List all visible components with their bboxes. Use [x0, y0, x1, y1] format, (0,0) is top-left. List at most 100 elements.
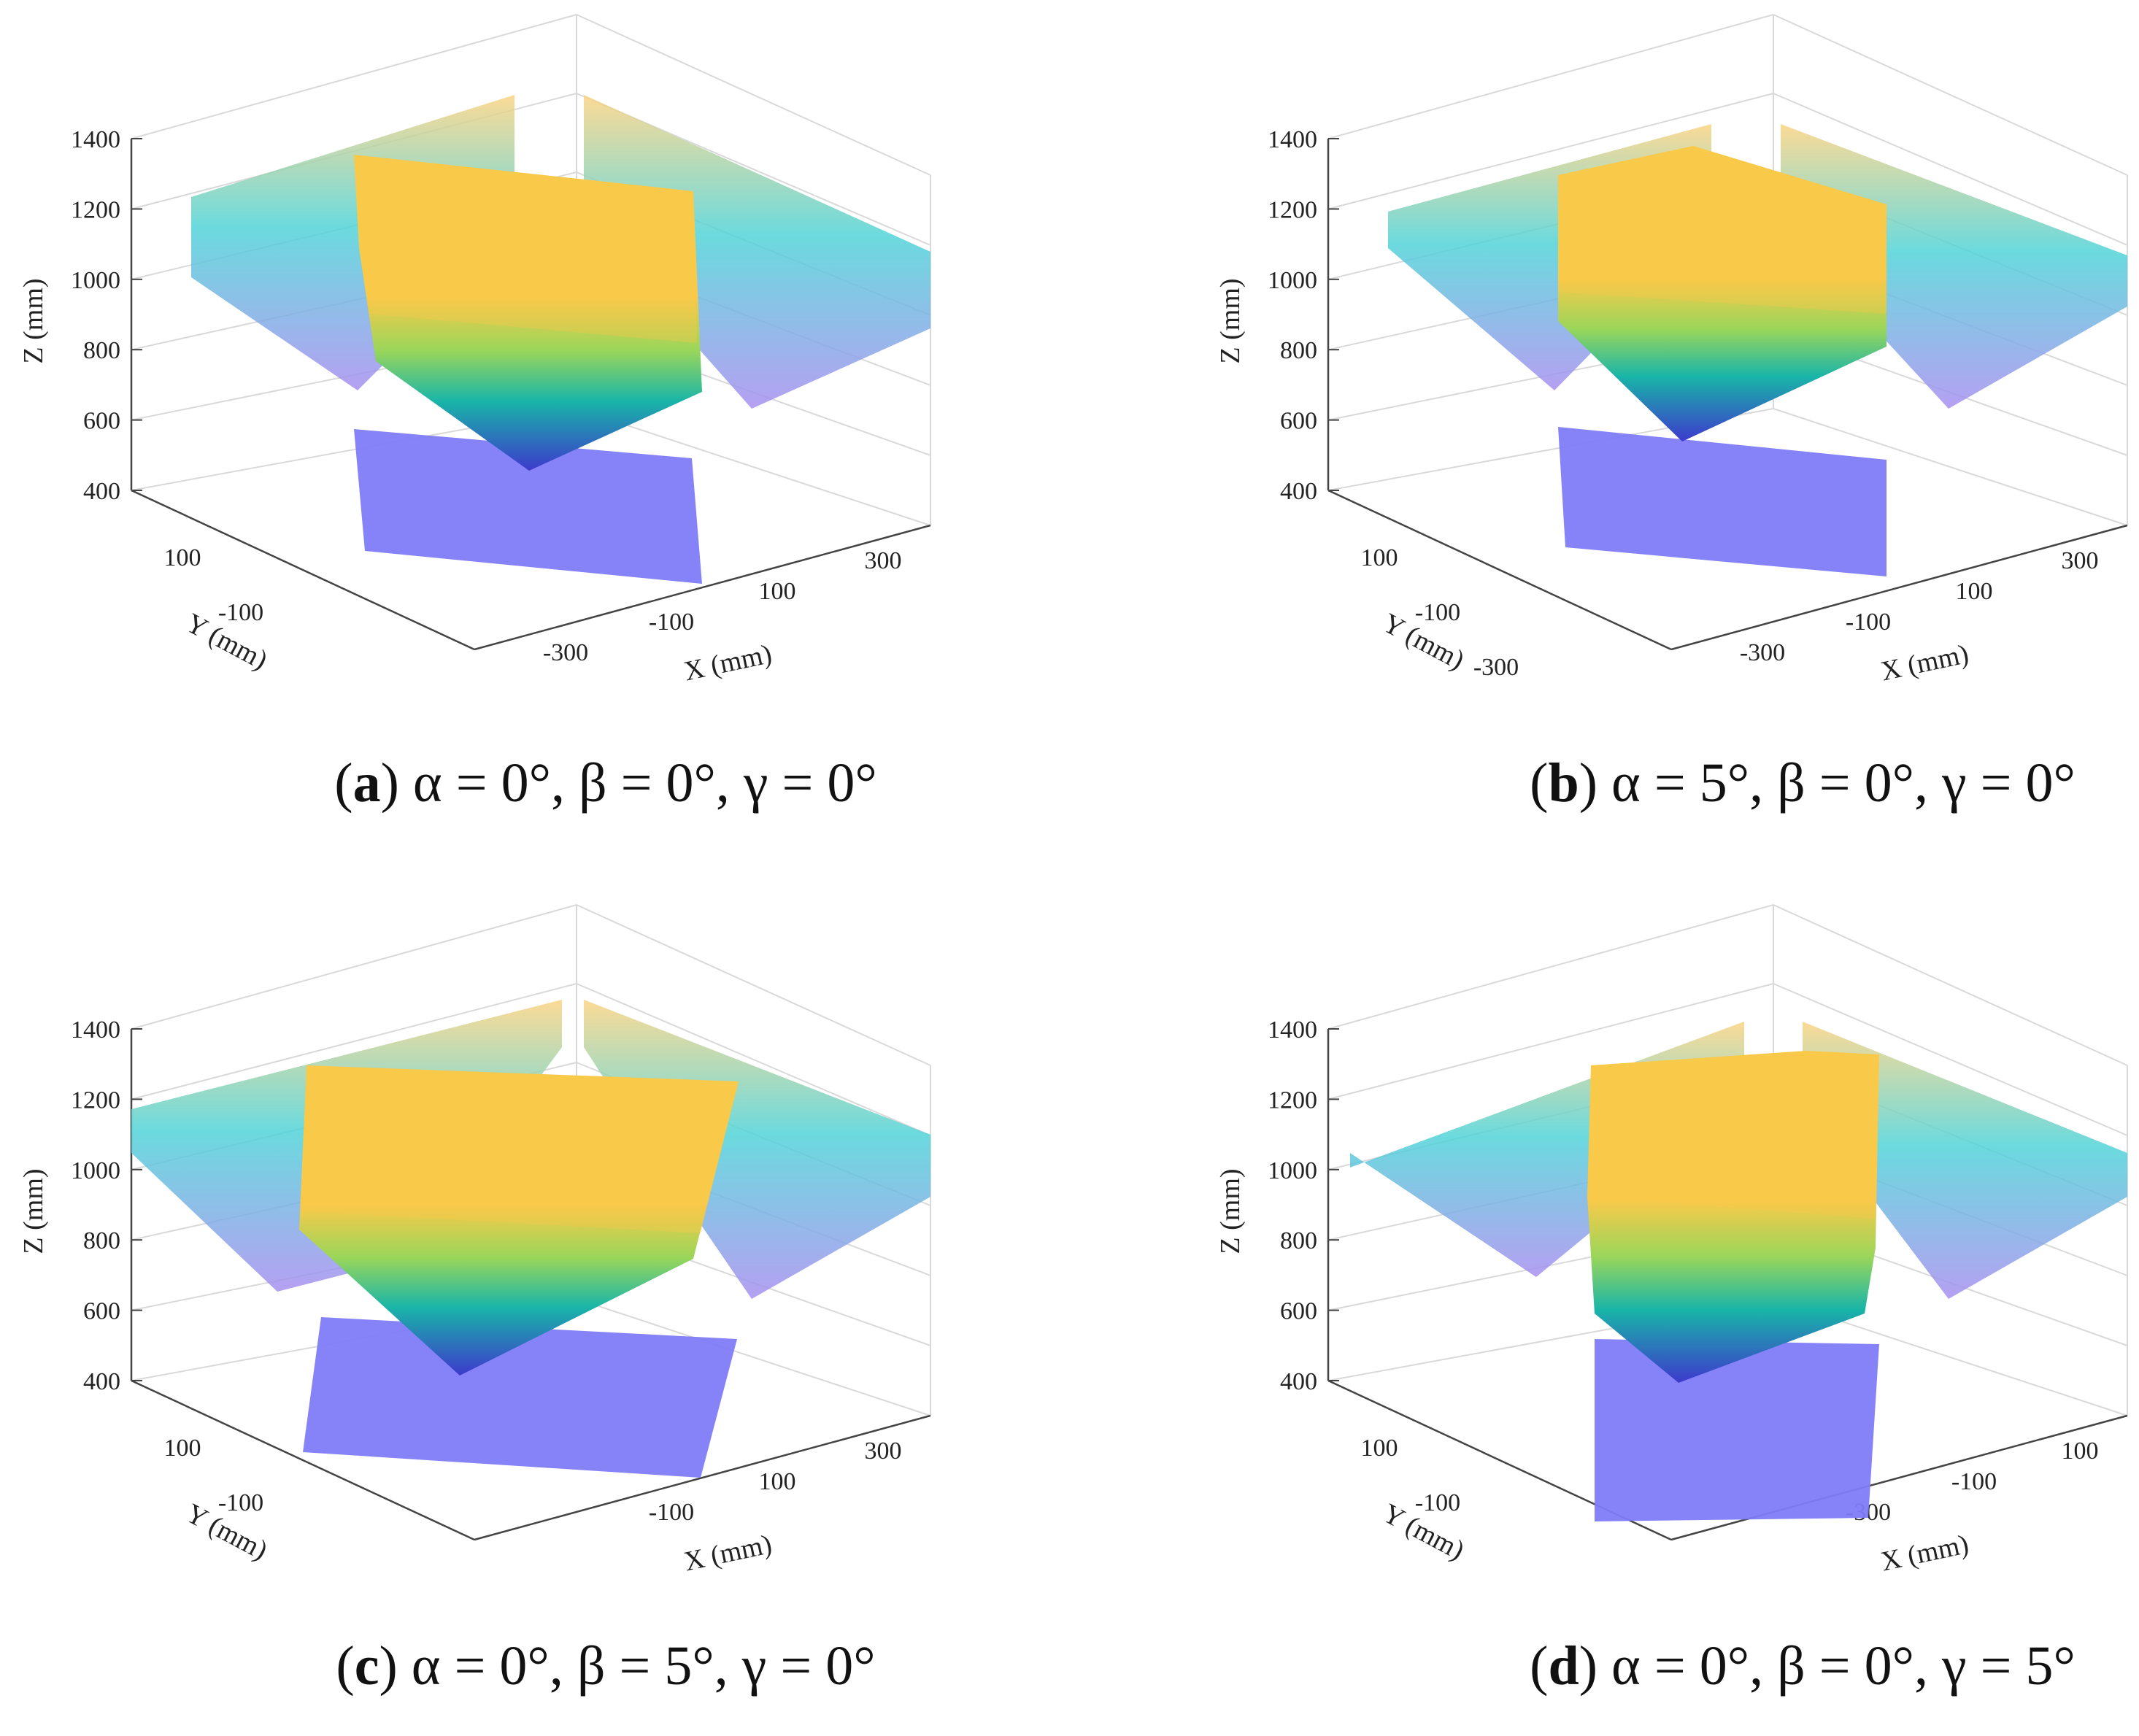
y-tick-label: -100 [1415, 1489, 1460, 1516]
z-tick-label: 600 [1280, 408, 1317, 435]
x-ticks: -300 -100 100 300 [1740, 547, 2099, 666]
xy-projection-surface [1595, 1339, 1879, 1521]
z-tick-label: 800 [83, 1227, 120, 1254]
panel-a-chart: 1400 1200 1000 800 600 400 100 -100 -300 -100 100 3… [18, 14, 931, 687]
y-ticks: 100 -100 [164, 544, 264, 626]
z-axis-title: Z (mm) [1215, 278, 1246, 363]
workspace-surface [1587, 1051, 1879, 1383]
y-tick-label: -300 [1473, 654, 1519, 681]
panel-a-caption: (a) α = 0°, β = 0°, γ = 0° [334, 752, 877, 814]
panel-letter: c [354, 1635, 379, 1697]
workspace-top-face [1558, 146, 1886, 314]
x-tick-label: -100 [1846, 609, 1891, 636]
y-tick-label: 100 [1361, 1435, 1398, 1462]
workspace-top-face [303, 1065, 739, 1233]
z-tick-label: 800 [1280, 337, 1317, 364]
z-tick-label: 1400 [1268, 1016, 1317, 1043]
panel-letter: b [1548, 752, 1579, 814]
panel-parameters: α = 0°, β = 5°, γ = 0° [397, 1635, 876, 1697]
xy-projection-surface [1558, 427, 1886, 576]
x-tick-label: 300 [865, 547, 902, 574]
workspace-surface [299, 1065, 739, 1376]
x-tick-label: -300 [543, 639, 588, 666]
y-tick-label: 100 [164, 1435, 201, 1462]
x-tick-label: 100 [759, 1468, 796, 1495]
z-axis-title: Z (mm) [1215, 1168, 1246, 1254]
panel-parameters: α = 0°, β = 0°, γ = 5° [1597, 1635, 2076, 1697]
xz-projection-surface [1781, 124, 2127, 409]
z-tick-label: 1200 [71, 1087, 120, 1114]
x-tick-label: -100 [649, 609, 694, 636]
x-ticks: -100 100 300 [649, 1438, 902, 1526]
z-tick-label: 1200 [1268, 196, 1317, 223]
z-tick-label: 1200 [1268, 1087, 1317, 1114]
z-ticks: 1400 1200 1000 800 600 400 [71, 1016, 142, 1395]
z-tick-label: 1400 [1268, 126, 1317, 153]
x-tick-label: 300 [2062, 547, 2099, 574]
z-tick-label: 600 [83, 1298, 120, 1325]
z-ticks: 1400 1200 1000 800 600 400 [1268, 126, 1339, 505]
panel-c-chart: 1400 1200 1000 800 600 400 100 -100 -100 100 300 Z … [18, 904, 931, 1577]
z-tick-label: 400 [83, 478, 120, 505]
workspace-surface [354, 155, 702, 471]
x-axis-title: X (mm) [1878, 639, 1971, 687]
z-tick-label: 1000 [1268, 1157, 1317, 1184]
y-tick-label: -100 [1415, 599, 1460, 626]
x-tick-label: -100 [1951, 1468, 1997, 1495]
z-axis-title: Z (mm) [18, 1168, 49, 1254]
x-axis-title: X (mm) [682, 639, 774, 687]
z-tick-label: 1000 [71, 1157, 120, 1184]
z-tick-label: 400 [1280, 478, 1317, 505]
z-tick-label: 400 [1280, 1368, 1317, 1395]
axis-lines [130, 139, 931, 651]
workspace-surface [1558, 146, 1886, 441]
workspace-top-face [354, 155, 697, 343]
z-ticks: 1400 1200 1000 800 600 400 [1268, 1016, 1339, 1395]
xz-projection-surface [1803, 1022, 2127, 1299]
y-ticks: 100 -100 [1361, 1435, 1461, 1516]
panel-d-caption: (d) α = 0°, β = 0°, γ = 5° [1530, 1635, 2076, 1697]
z-tick-label: 800 [1280, 1227, 1317, 1254]
x-axis-title: X (mm) [682, 1529, 774, 1577]
panel-b-chart: 1400 1200 1000 800 600 400 100 -100 -300 -300 -100… [1215, 14, 2128, 687]
workspace-top-face [1591, 1051, 1879, 1219]
xz-projection-surface [584, 95, 930, 409]
z-tick-label: 1400 [71, 1016, 120, 1043]
y-tick-label: -100 [218, 1489, 263, 1516]
z-tick-label: 1000 [1268, 267, 1317, 294]
panel-d-chart: 140012001000800600400100-100-300-100100Z… [1215, 904, 2128, 1577]
xy-projection-surface [354, 429, 702, 584]
axis-lines [130, 1029, 931, 1541]
xy-projection-surface [303, 1317, 737, 1478]
z-tick-label: 600 [83, 408, 120, 435]
x-tick-label: 100 [2062, 1438, 2099, 1465]
z-tick-label: 400 [83, 1368, 120, 1395]
y-tick-label: -100 [218, 599, 263, 626]
y-tick-label: 100 [164, 544, 201, 571]
z-tick-label: 1400 [71, 126, 120, 153]
panel-b-caption: (b) α = 5°, β = 0°, γ = 0° [1530, 752, 2076, 814]
xz-projection-surface [584, 1000, 930, 1299]
y-tick-label: 100 [1361, 544, 1398, 571]
y-ticks: 100 -100 [164, 1435, 264, 1516]
panel-parameters: α = 5°, β = 0°, γ = 0° [1597, 752, 2076, 814]
panel-parameters: α = 0°, β = 0°, γ = 0° [398, 752, 877, 814]
panel-c-caption: (c) α = 0°, β = 5°, γ = 0° [336, 1635, 876, 1697]
axis-lines [1327, 139, 2128, 651]
z-tick-label: 1200 [71, 196, 120, 223]
z-tick-label: 600 [1280, 1298, 1317, 1325]
x-tick-label: 100 [759, 578, 796, 605]
z-tick-label: 1000 [71, 267, 120, 294]
panel-letter: a [352, 752, 381, 814]
panel-letter: d [1548, 1635, 1579, 1697]
z-axis-title: Z (mm) [18, 278, 49, 363]
y-ticks: 100 -100 -300 [1361, 544, 1519, 681]
x-ticks: -300 -100 100 300 [543, 547, 902, 666]
x-tick-label: 100 [1956, 578, 1993, 605]
x-axis-title: X (mm) [1878, 1529, 1971, 1577]
x-tick-label: 300 [865, 1438, 902, 1465]
z-ticks: 1400 1200 1000 800 600 400 [71, 126, 142, 505]
x-tick-label: -300 [1740, 639, 1785, 666]
x-tick-label: -100 [649, 1499, 694, 1526]
